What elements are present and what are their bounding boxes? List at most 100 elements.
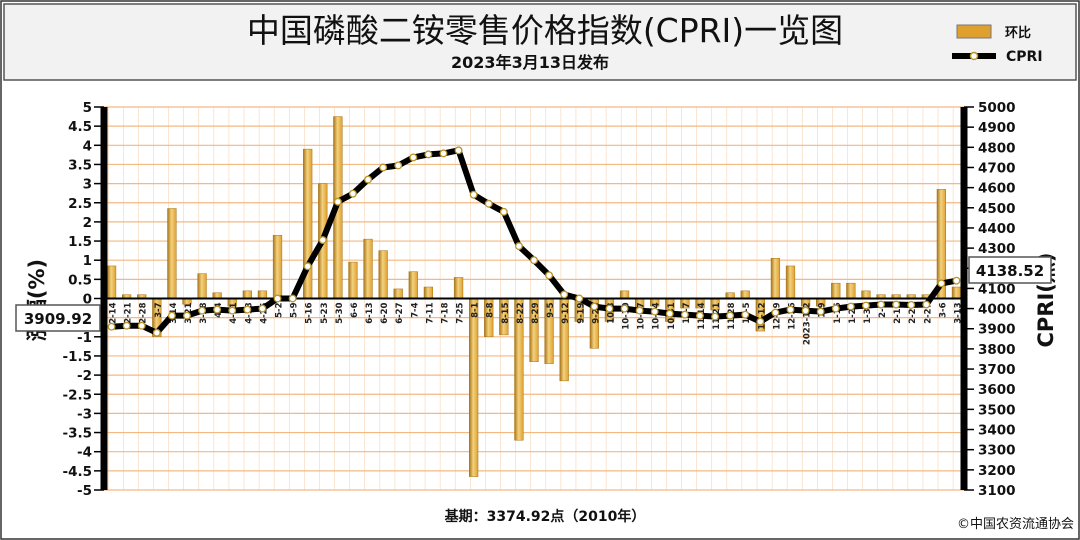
right-tick-label: 3300 [978,443,1016,459]
x-tick-label-12-12: 12-12 [757,302,767,329]
cpri-point-2-6 [877,300,885,309]
bar-3-13 [951,286,962,299]
left-tick-label: -2.5 [62,387,92,403]
cpri-point-11-28 [726,311,735,320]
x-tick-label-2-13: 2-13 [893,302,903,323]
cpri-point-1-16 [831,304,840,313]
cpri-point-2-14 [107,322,116,331]
cpri-point-7-4 [409,153,418,162]
legend-bar-swatch [956,24,992,39]
right-tick-label: 3500 [978,402,1016,418]
x-tick-label-7-18: 7-18 [440,302,450,323]
bar-10-10 [619,290,630,299]
left-tick-label: -2 [77,368,92,384]
first-value-label: 3909.92 [24,310,92,328]
x-tick-label-1-30: 1-30 [863,302,873,323]
x-tick-label-2-14: 2-14 [109,302,119,323]
cpri-point-5-9 [288,294,297,303]
cpri-point-5-2 [273,294,282,303]
cpri-point-3-6 [937,279,946,288]
x-tick-label-1-16: 1-16 [833,302,843,323]
x-tick-label-3-13: 3-13 [953,302,963,323]
cpri-point-7-18 [439,149,448,158]
right-tick-label: 4600 [978,181,1016,197]
left-tick-label: 0 [83,292,92,308]
chart-title: 中国磷酸二铵零售价格指数(CPRI)一览图 [247,11,843,50]
bar-3-14 [167,208,177,299]
last-value-label: 4138.52 [976,262,1044,280]
x-tick-label-8-29: 8-29 [531,302,541,323]
x-tick-label-5-2: 5-2 [275,302,285,317]
cpri-point-9-26 [590,302,599,311]
left-tick-label: -4.5 [62,464,92,480]
x-tick-label-9-12: 9-12 [561,302,571,323]
right-tick-label: 3900 [978,322,1016,338]
bar-1-16 [831,282,841,299]
x-tick-label-8-22: 8-22 [516,302,526,323]
right-tick-label: 4100 [978,281,1016,297]
cpri-point-1-30 [861,301,870,310]
bar-7-4 [408,271,418,299]
bar-7-25 [453,277,464,299]
x-tick-label-8-1: 8-1 [471,302,481,317]
right-tick-label: 3800 [978,342,1016,358]
cpri-point-11-14 [696,311,704,320]
right-tick-label: 3400 [978,423,1016,439]
x-tick-label-1-23: 1-23 [848,302,858,323]
right-tick-label: 4700 [978,160,1016,176]
right-tick-label: 3600 [978,382,1016,398]
cpri-point-8-29 [530,256,538,265]
left-tick-label: 0.5 [68,272,92,288]
bar-5-2 [272,235,283,299]
right-tick-label: 4500 [978,201,1016,217]
bar-12-5 [740,290,750,299]
cpri-point-4-4 [213,305,222,314]
x-tick-label-2-27: 2-27 [923,302,933,323]
left-tick-label: 2 [83,215,92,231]
x-tick-label-8-8: 8-8 [486,302,496,317]
left-tick-label: -5 [77,483,92,499]
cpri-point-6-27 [394,161,403,170]
x-tick-label-7-25: 7-25 [456,302,466,323]
cpri-point-11-21 [711,312,720,321]
cpri-point-10-17 [635,306,644,315]
cpri-point-5-16 [303,262,312,271]
x-tick-label-2-21: 2-21 [124,302,134,323]
right-tick-label: 3100 [978,483,1016,499]
cpri-point-12-5 [741,310,750,319]
left-tick-label: -4 [77,445,92,461]
cpri-point-2-27 [922,300,931,309]
x-tick-label-9-5: 9-5 [546,302,556,317]
chart-subtitle: 2023年3月13日发布 [451,53,609,72]
x-tick-label-6-20: 6-20 [380,302,390,323]
left-tick-label: 3 [83,177,92,193]
left-tick-label: 1.5 [68,234,92,250]
cpri-point-5-30 [333,197,342,206]
right-tick-label: 3200 [978,463,1016,479]
copyright-note: ©中国农资流通协会 [957,517,1074,532]
x-tick-label-3-6: 3-6 [938,302,948,317]
left-tick-label: -1 [77,330,92,346]
x-tick-label-8-15: 8-15 [501,302,511,323]
left-tick-label: -3 [77,406,92,422]
x-tick-label-7-4: 7-4 [410,302,420,317]
x-tick-label-9-26: 9-26 [591,302,601,323]
x-tick-label-6-27: 6-27 [395,302,405,323]
x-tick-label-10-17: 10-17 [637,302,647,329]
cpri-point-3-13 [952,276,961,285]
x-tick-label-10-3: 10-3 [606,302,616,323]
right-tick-label: 4300 [978,241,1016,257]
cpri-point-8-1 [469,190,478,199]
left-tick-label: -1.5 [62,349,92,365]
x-tick-label-10-10: 10-10 [622,302,632,329]
bar-1-23 [846,282,856,299]
cpri-point-6-20 [379,163,388,172]
cpri-point-3-7 [152,328,161,337]
cpri-point-3-14 [167,311,176,320]
right-tick-label: 4400 [978,221,1016,237]
cpri-point-6-13 [364,175,372,184]
cpri-point-2-13 [892,300,901,309]
x-tick-label-2-28: 2-28 [139,302,149,323]
bar-3-28 [197,273,207,299]
bar-6-6 [348,261,358,299]
